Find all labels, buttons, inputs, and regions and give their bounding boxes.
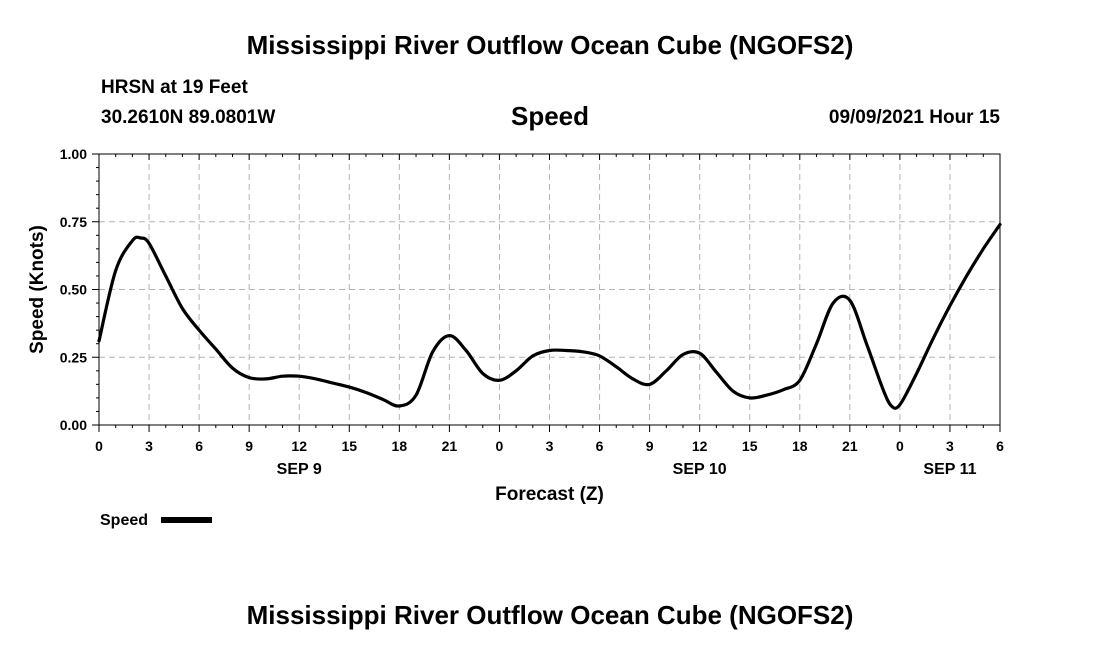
bottom-title: Mississippi River Outflow Ocean Cube (NG…	[246, 600, 854, 630]
series-layer	[97, 222, 1002, 410]
y-axis-label: Speed (Knots)	[27, 225, 48, 354]
main-title: Mississippi River Outflow Ocean Cube (NG…	[246, 30, 854, 60]
date-label: SEP 9	[277, 461, 322, 478]
x-tick-label: 3	[546, 438, 554, 454]
y-tick-label: 0.00	[60, 417, 87, 433]
date-label: SEP 10	[673, 461, 727, 478]
axis-layer	[92, 153, 1001, 432]
x-tick-label: 12	[692, 438, 708, 454]
series-line-speed	[97, 222, 1002, 410]
x-tick-label: 18	[792, 438, 808, 454]
y-tick-label: 0.75	[60, 214, 87, 230]
station-coordinates: 30.2610N 89.0801W	[101, 107, 276, 128]
x-tick-label: 21	[842, 438, 858, 454]
plot-frame	[98, 153, 1001, 426]
x-tick-label: 3	[145, 438, 153, 454]
x-tick-label: 0	[496, 438, 504, 454]
x-tick-label: 15	[341, 438, 357, 454]
x-tick-label: 18	[392, 438, 408, 454]
label-layer: 0 3 6 9 12 15 18 21 0 3 6 9 12 15 18 21 0 3 6 0.00 0.25 0.50 0…	[27, 146, 1004, 529]
y-tick-label: 0.50	[60, 282, 87, 298]
legend-label: Speed	[100, 512, 148, 529]
x-axis-label: Forecast (Z)	[495, 484, 604, 505]
x-tick-label: 9	[245, 438, 253, 454]
x-tick-label: 15	[742, 438, 758, 454]
x-tick-label: 9	[646, 438, 654, 454]
x-tick-label: 6	[996, 438, 1004, 454]
x-tick-label: 6	[596, 438, 604, 454]
station-label: HRSN at 19 Feet	[101, 77, 248, 98]
y-tick-label: 0.25	[60, 349, 87, 365]
date-label: SEP 11	[923, 461, 976, 478]
x-tick-label: 3	[946, 438, 954, 454]
x-tick-label: 21	[442, 438, 458, 454]
grid-layer	[99, 154, 1000, 425]
variable-title: Speed	[510, 101, 590, 131]
forecast-datetime: 09/09/2021 Hour 15	[828, 107, 1000, 128]
x-tick-label: 12	[291, 438, 307, 454]
x-tick-label: 0	[95, 438, 103, 454]
x-tick-label: 0	[896, 438, 904, 454]
y-tick-label: 1.00	[60, 146, 87, 162]
x-tick-label: 6	[195, 438, 203, 454]
